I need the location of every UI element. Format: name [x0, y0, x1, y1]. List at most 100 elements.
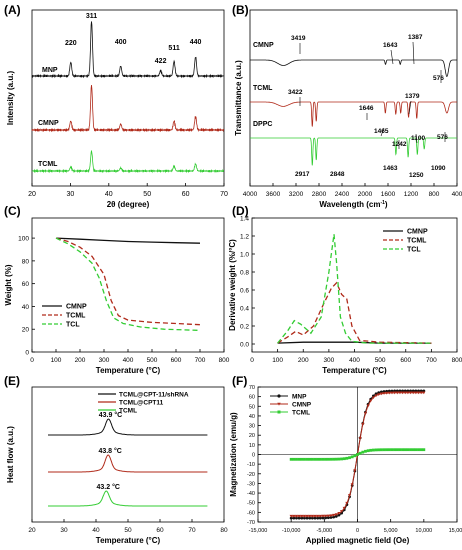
y-tick-label: 10 [249, 443, 255, 449]
y-axis-label: Magnetization (emu/g) [229, 412, 238, 497]
y-tick-label: -60 [247, 510, 255, 516]
marker [316, 457, 320, 461]
marker [387, 448, 391, 452]
marker [303, 457, 306, 461]
peak-annotation: 1242 [392, 141, 407, 148]
x-tick-label: 200 [75, 357, 86, 364]
series-label: DPPC [253, 121, 272, 128]
marker [305, 514, 309, 518]
legend-label: TCML [119, 408, 137, 415]
marker [324, 516, 328, 520]
marker [401, 391, 405, 395]
y-tick-label: 20 [22, 327, 30, 334]
marker [366, 404, 370, 408]
y-tick-label: 80 [22, 258, 30, 265]
legend-label: MNP [292, 394, 307, 401]
x-axis-label: Temperature (°C) [96, 366, 161, 375]
marker [318, 457, 322, 461]
marker [289, 516, 293, 520]
x-tick-label: 1600 [381, 191, 396, 198]
x-tick-label: 5,000 [384, 528, 398, 534]
y-axis-label: Derivative weight (%/°C) [228, 239, 237, 331]
marker [371, 396, 376, 400]
x-tick-label: 50 [124, 527, 132, 534]
y-tick-label: 0.4 [240, 306, 249, 313]
x-tick-label: 10,000 [415, 528, 432, 534]
legend-label: TCML@CPT11 [119, 400, 164, 407]
x-tick-label: 60 [156, 527, 164, 534]
chart-c: 0 100 200 300 400 500 600 700 800 0 20 40 60 80 100 Tem… [4, 217, 230, 375]
marker [390, 448, 394, 452]
x-tick-label: -5,000 [317, 528, 333, 534]
peak-label: 400 [115, 39, 127, 46]
y-tick-label: 0.2 [240, 324, 249, 331]
x-tick-label: 0 [356, 528, 359, 534]
panel-label-d: (D) [232, 204, 249, 218]
y-tick-label: 60 [22, 281, 30, 288]
y-tick-label: 0.6 [240, 288, 249, 295]
series-line [48, 418, 208, 436]
y-tick-label: 1.0 [240, 252, 249, 259]
y-tick-label: 100 [18, 236, 29, 243]
marker [414, 391, 418, 395]
x-tick-label: 800 [429, 191, 440, 198]
marker [408, 391, 413, 395]
marker [289, 457, 293, 461]
marker [422, 448, 426, 452]
x-tick-label: 500 [147, 357, 158, 364]
legend-label: TCML@CPT-11/shRNA [119, 392, 189, 399]
marker [345, 456, 349, 460]
series-line [55, 237, 201, 244]
marker [377, 393, 381, 396]
marker [406, 391, 410, 395]
y-tick-label: 0 [252, 453, 255, 459]
y-tick-label: -10 [247, 462, 255, 468]
marker [334, 513, 338, 517]
y-tick-label: 0.0 [240, 342, 249, 349]
marker [332, 457, 336, 461]
marker [366, 449, 370, 453]
x-tick-label: 3600 [266, 191, 281, 198]
marker [305, 516, 309, 520]
marker [302, 514, 307, 518]
annotation-arrow [415, 133, 418, 144]
marker [339, 510, 344, 513]
marker [398, 448, 402, 452]
x-tick-label: 100 [272, 357, 283, 364]
marker [308, 457, 312, 461]
legend-label: TCL [66, 322, 80, 329]
marker [340, 457, 343, 461]
series-label: CMNP [253, 42, 274, 49]
x-axis-label: Temperature (°C) [322, 366, 387, 375]
marker [292, 514, 296, 518]
marker [345, 501, 349, 505]
x-tick-label: 80 [220, 527, 228, 534]
marker [295, 457, 298, 461]
x-tick-label: 200 [298, 357, 309, 364]
x-axis-label: Wavelength (cm-1) [319, 200, 388, 209]
marker [342, 457, 346, 461]
y-axis-label: Heat flow (a.u.) [6, 426, 15, 483]
x-axis-label: Applied magnetic field (Oe) [306, 536, 410, 545]
marker [422, 391, 426, 395]
marker [321, 514, 325, 518]
marker [393, 448, 397, 452]
series-label: TCML [253, 85, 273, 92]
marker [308, 516, 312, 520]
y-tick-label: 0 [25, 350, 29, 357]
x-tick-label: 700 [195, 357, 206, 364]
x-tick-label: 600 [171, 357, 182, 364]
marker [305, 457, 309, 461]
marker [329, 457, 333, 461]
marker [318, 516, 322, 520]
marker [313, 514, 317, 518]
peak-annotation: 2848 [330, 171, 345, 178]
panel-label-a: (A) [4, 3, 21, 17]
y-tick-label: 70 [249, 385, 255, 391]
marker [419, 391, 423, 395]
y-tick-label: 1.2 [240, 234, 249, 241]
legend-label: CMNP [407, 229, 428, 236]
x-tick-label: 4000 [243, 191, 258, 198]
chart-e: 20 30 40 50 60 70 80 Temperature (°C) Heat flow … [6, 386, 228, 545]
